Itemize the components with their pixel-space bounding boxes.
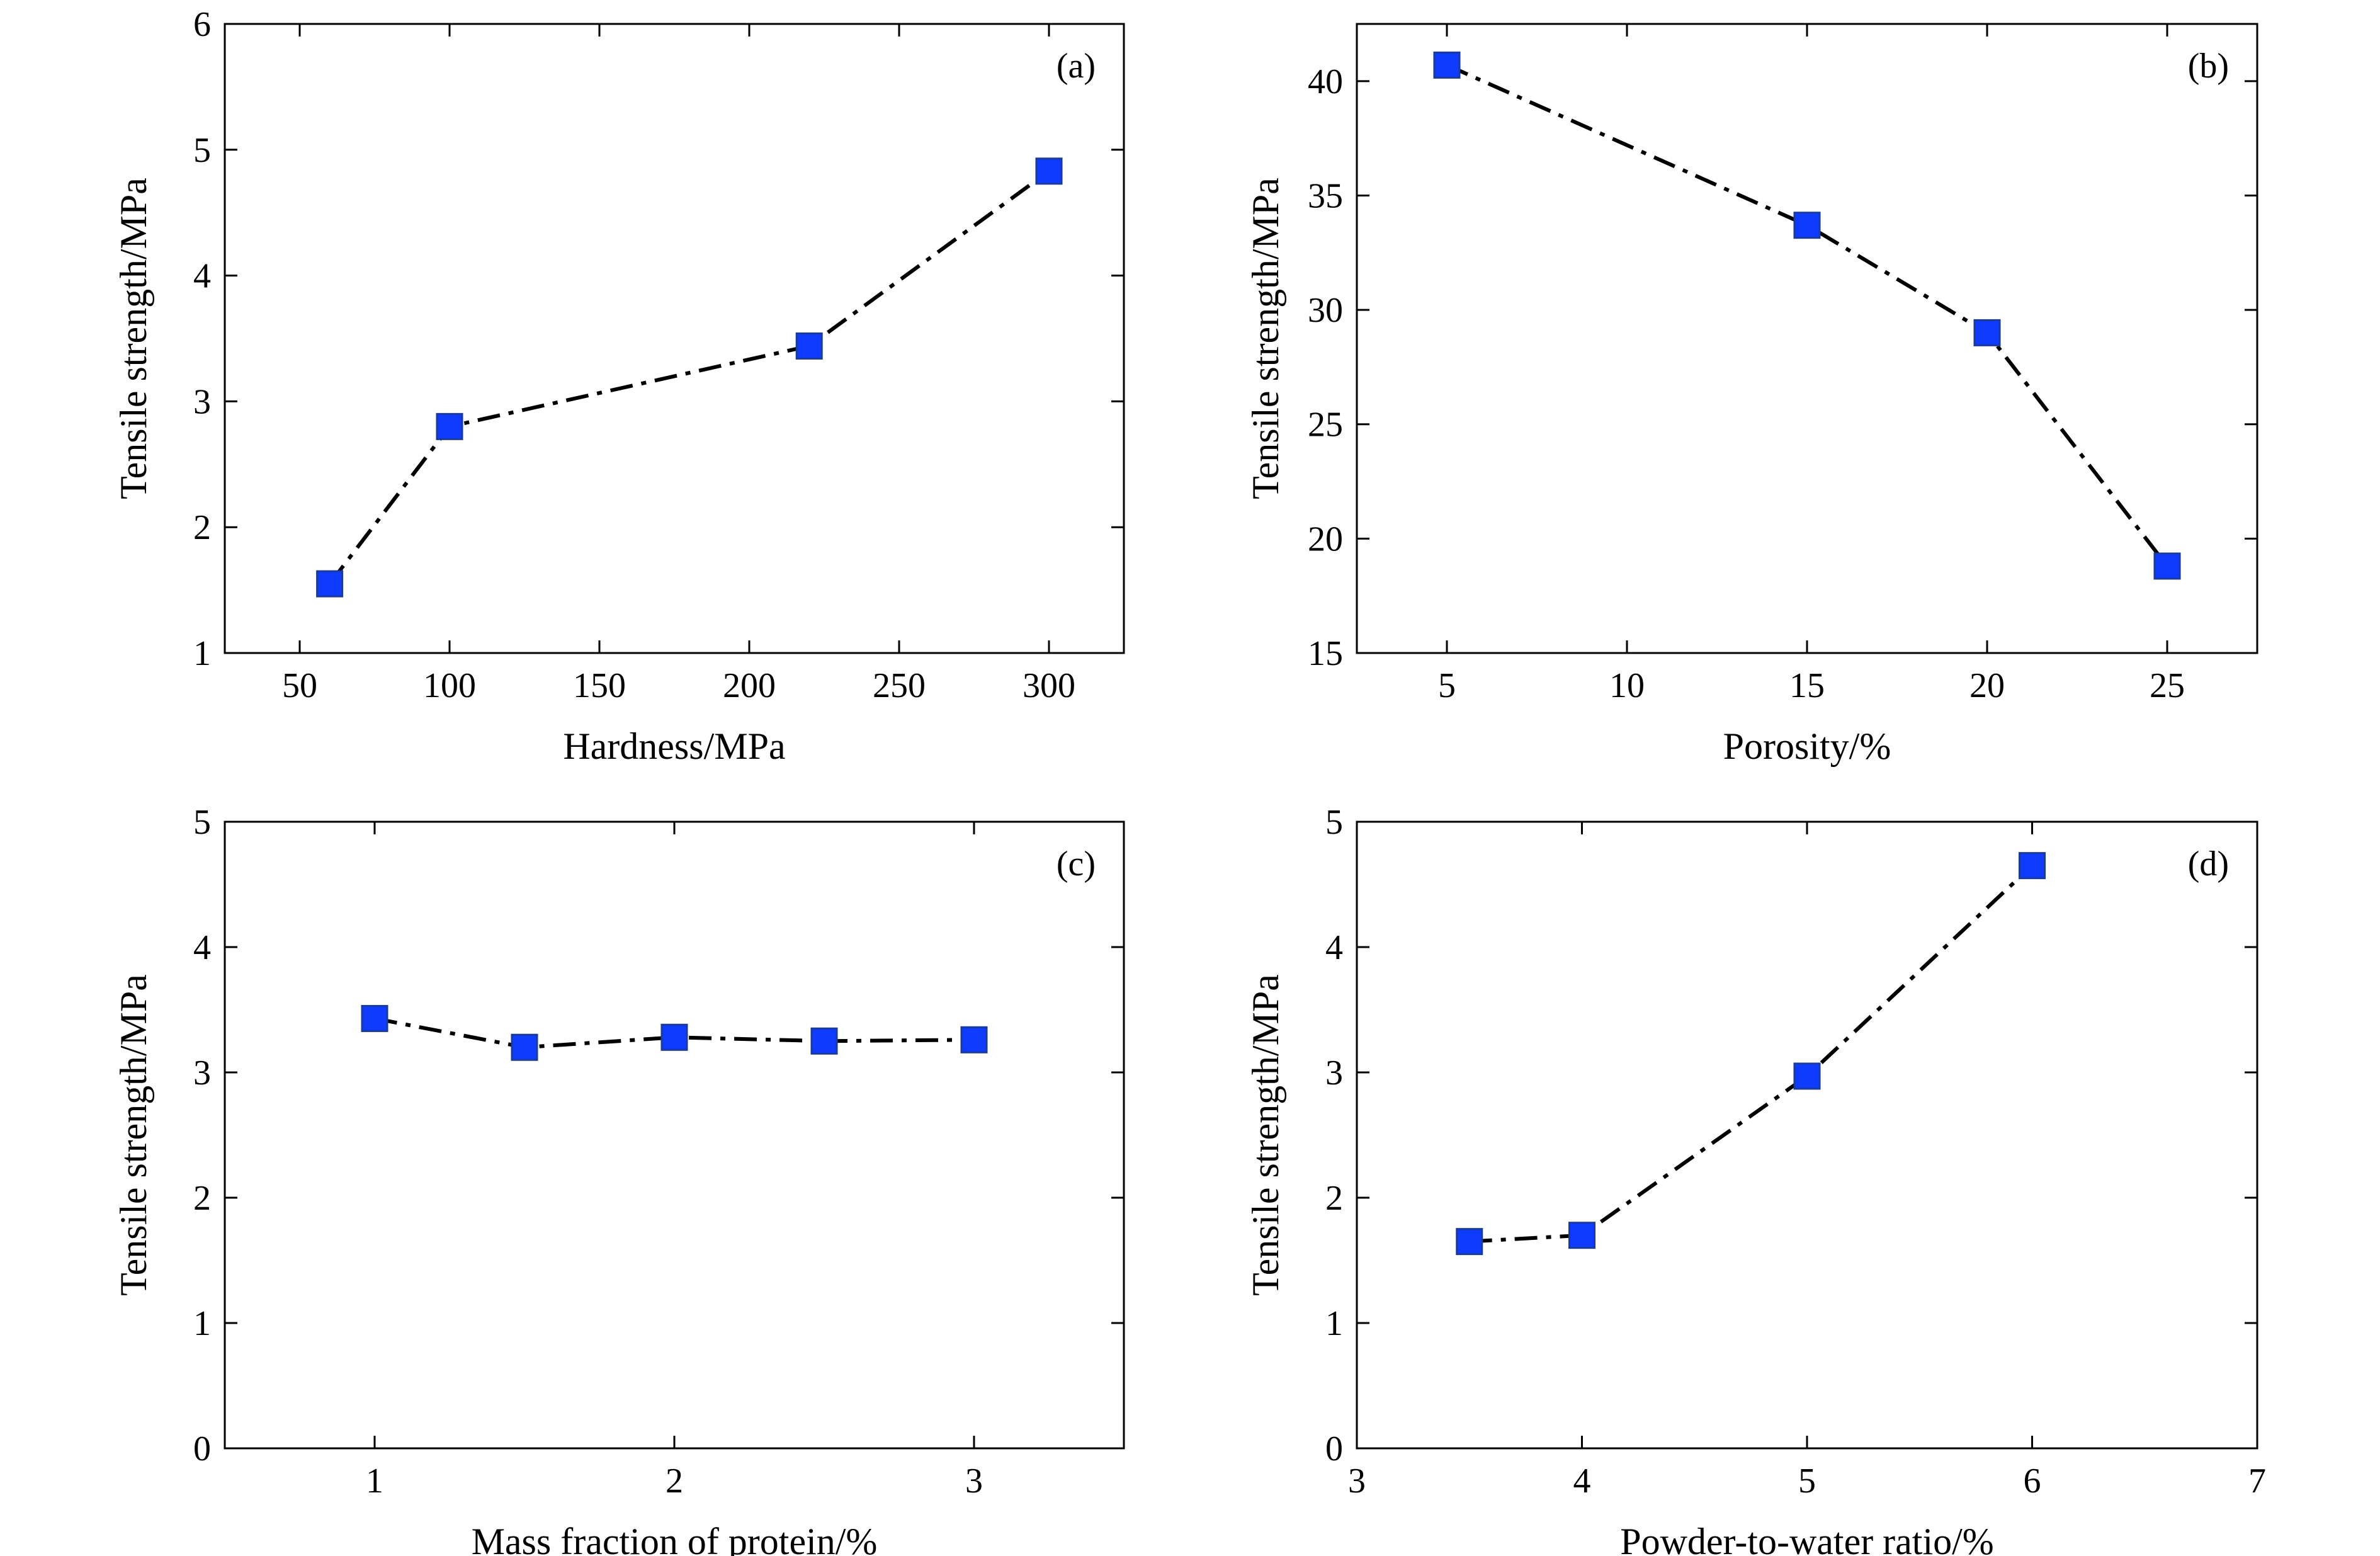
y-tick-label: 4 bbox=[193, 257, 211, 296]
series-line bbox=[330, 171, 1049, 584]
y-tick-label: 0 bbox=[1325, 1429, 1343, 1468]
x-tick-label: 4 bbox=[1573, 1462, 1591, 1501]
x-tick-label: 15 bbox=[1789, 666, 1825, 705]
x-tick-label: 20 bbox=[1969, 666, 2005, 705]
panel-a: 50 100 150 200 250 300 1 2 3 4 5 6 Hardness/MPa Tensi… bbox=[113, 5, 1124, 767]
data-point bbox=[1794, 213, 1820, 238]
y-tick-label: 1 bbox=[193, 634, 211, 673]
x-tick-label: 50 bbox=[282, 666, 317, 705]
x-tick-label: 300 bbox=[1023, 666, 1075, 705]
y-tick-label: 3 bbox=[193, 382, 211, 421]
data-point bbox=[961, 1027, 987, 1052]
panel-label: (b) bbox=[2188, 47, 2229, 86]
x-tick-label: 3 bbox=[1348, 1462, 1366, 1501]
data-point bbox=[362, 1006, 387, 1031]
data-point bbox=[2155, 554, 2180, 579]
y-tick-label: 15 bbox=[1308, 634, 1343, 673]
x-tick-label: 150 bbox=[573, 666, 626, 705]
x-tick-label: 1 bbox=[366, 1462, 383, 1501]
y-tick-label: 3 bbox=[193, 1053, 211, 1093]
data-point bbox=[1457, 1229, 1482, 1254]
y-tick-label: 1 bbox=[1325, 1304, 1343, 1343]
panel-b: 5 10 15 20 25 15 20 25 30 35 40 Porosity/% Tensile s… bbox=[1245, 24, 2257, 767]
series-line bbox=[1447, 65, 2167, 566]
y-axis-title: Tensile strength/MPa bbox=[1245, 974, 1286, 1296]
y-tick-label: 25 bbox=[1308, 406, 1343, 445]
y-tick-label: 5 bbox=[193, 803, 211, 842]
x-tick-label: 5 bbox=[1798, 1462, 1816, 1501]
y-axis-title: Tensile strength/MPa bbox=[113, 178, 154, 499]
x-tick-label: 250 bbox=[873, 666, 926, 705]
data-point bbox=[2020, 853, 2045, 878]
y-tick-label: 4 bbox=[1325, 928, 1343, 967]
data-point bbox=[317, 571, 343, 596]
data-point bbox=[1570, 1223, 1595, 1248]
data-point bbox=[662, 1025, 687, 1050]
x-axis-title: Mass fraction of protein/% bbox=[472, 1521, 878, 1556]
y-tick-label: 20 bbox=[1308, 520, 1343, 559]
panel-c: 1 2 3 0 1 2 3 4 5 Mass fraction of protein/% Tensi… bbox=[113, 803, 1124, 1556]
data-point bbox=[796, 333, 822, 358]
panel-label: (c) bbox=[1057, 844, 1096, 883]
y-axis-title: Tensile strength/MPa bbox=[1245, 178, 1286, 499]
plot-frame bbox=[1357, 822, 2257, 1448]
x-tick-label: 6 bbox=[2024, 1462, 2041, 1501]
y-tick-label: 5 bbox=[1325, 803, 1343, 842]
data-point bbox=[812, 1028, 837, 1053]
panel-label: (d) bbox=[2188, 844, 2229, 883]
data-point bbox=[437, 414, 462, 439]
y-tick-label: 1 bbox=[193, 1304, 211, 1343]
data-point bbox=[1975, 320, 2000, 345]
y-tick-label: 30 bbox=[1308, 291, 1343, 330]
x-tick-label: 10 bbox=[1609, 666, 1645, 705]
data-point bbox=[1036, 159, 1062, 184]
x-tick-label: 100 bbox=[423, 666, 476, 705]
x-tick-label: 200 bbox=[723, 666, 776, 705]
x-tick-label: 3 bbox=[965, 1462, 983, 1501]
y-tick-label: 6 bbox=[193, 5, 211, 44]
x-axis-title: Porosity/% bbox=[1723, 725, 1891, 767]
plot-frame bbox=[225, 24, 1124, 653]
y-tick-label: 2 bbox=[193, 508, 211, 547]
x-tick-label: 25 bbox=[2150, 666, 2185, 705]
y-tick-label: 40 bbox=[1308, 62, 1343, 101]
y-tick-label: 2 bbox=[1325, 1179, 1343, 1218]
x-axis-title: Powder-to-water ratio/% bbox=[1620, 1521, 1994, 1556]
panel-label: (a) bbox=[1057, 47, 1096, 86]
x-axis-title: Hardness/MPa bbox=[563, 725, 785, 767]
y-axis-title: Tensile strength/MPa bbox=[113, 974, 154, 1296]
panel-d: 3 4 5 6 7 0 1 2 3 4 5 Powder-to-water ratio/% Tensil… bbox=[1245, 803, 2266, 1556]
y-tick-label: 35 bbox=[1308, 176, 1343, 215]
y-tick-label: 4 bbox=[193, 928, 211, 967]
plot-frame bbox=[225, 822, 1124, 1448]
plot-frame bbox=[1357, 24, 2257, 653]
series-line bbox=[1470, 866, 2032, 1242]
y-tick-label: 0 bbox=[193, 1429, 211, 1468]
data-point bbox=[512, 1035, 537, 1060]
x-tick-label: 7 bbox=[2248, 1462, 2266, 1501]
y-tick-label: 5 bbox=[193, 131, 211, 170]
data-point bbox=[1794, 1064, 1820, 1089]
y-tick-label: 2 bbox=[193, 1179, 211, 1218]
data-point bbox=[1434, 52, 1459, 77]
x-tick-label: 5 bbox=[1438, 666, 1456, 705]
y-tick-label: 3 bbox=[1325, 1053, 1343, 1093]
x-tick-label: 2 bbox=[666, 1462, 683, 1501]
